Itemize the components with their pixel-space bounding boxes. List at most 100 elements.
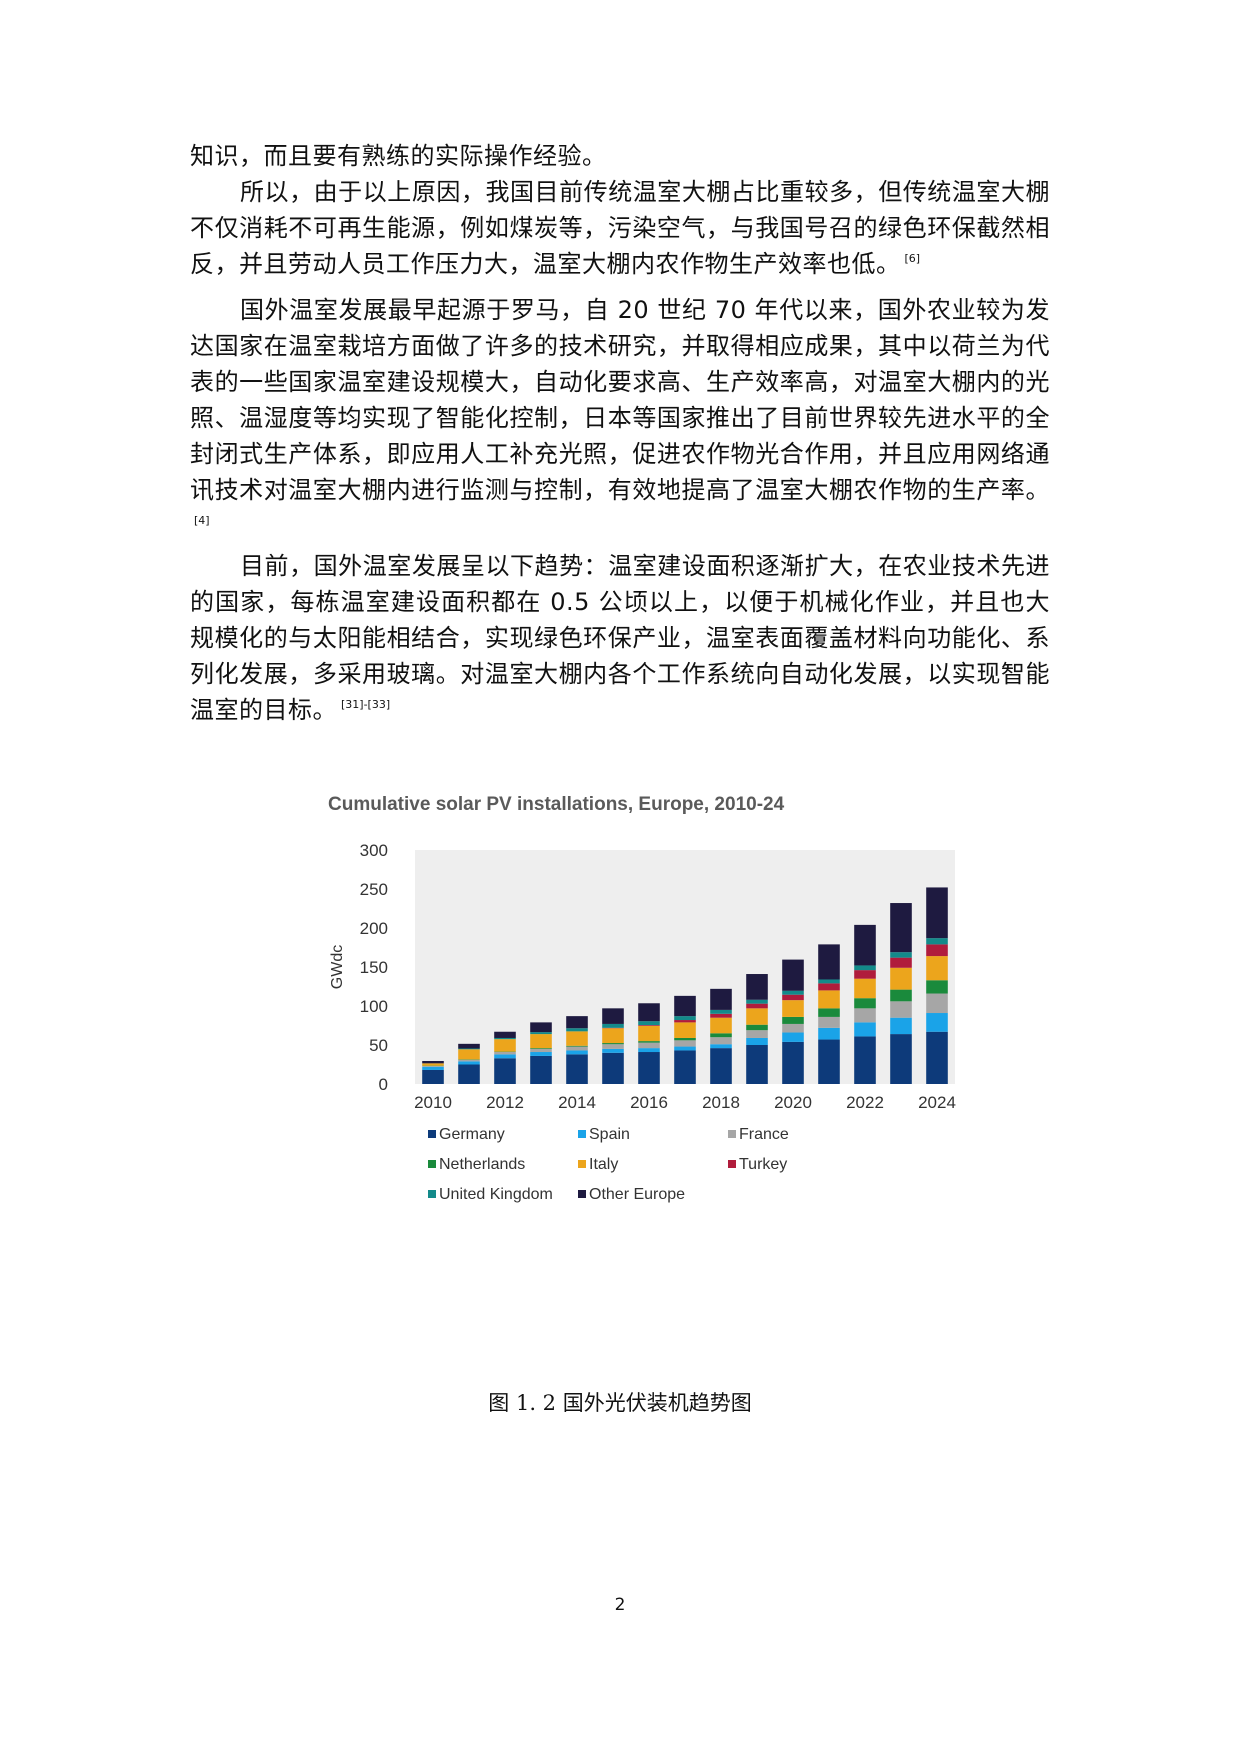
bar-segment-2017-netherlands bbox=[674, 1037, 696, 1041]
bar-segment-2013-italy bbox=[530, 1034, 552, 1049]
citation: [6] bbox=[904, 252, 921, 265]
bar-segment-2019-united-kingdom bbox=[746, 999, 768, 1004]
x-tick-label: 2012 bbox=[486, 1093, 524, 1112]
bar-segment-2023-other-europe bbox=[890, 903, 912, 953]
paragraph-1-text: 知识，而且要有熟练的实际操作经验。 bbox=[190, 142, 607, 170]
legend-label-germany: Germany bbox=[439, 1126, 505, 1143]
citation: [31]-[33] bbox=[341, 698, 391, 711]
x-tick-label: 2018 bbox=[702, 1093, 740, 1112]
bar-segment-2011-italy bbox=[458, 1049, 480, 1060]
bar-segment-2011-france bbox=[458, 1059, 480, 1062]
bar-segment-2021-germany bbox=[818, 1039, 840, 1084]
bar-segment-2019-other-europe bbox=[746, 974, 768, 1000]
x-tick-label: 2016 bbox=[630, 1093, 668, 1112]
bar-segment-2017-france bbox=[674, 1040, 696, 1047]
bar-segment-2021-turkey bbox=[818, 983, 840, 991]
page-number: 2 bbox=[614, 1595, 626, 1615]
bar-segment-2023-united-kingdom bbox=[890, 952, 912, 958]
bar-segment-2021-france bbox=[818, 1016, 840, 1028]
bar-segment-2010-france bbox=[422, 1066, 444, 1067]
bar-segment-2021-united-kingdom bbox=[818, 979, 840, 984]
x-tick-label: 2010 bbox=[414, 1093, 452, 1112]
bar-segment-2012-other-europe bbox=[494, 1031, 516, 1038]
bar-segment-2013-united-kingdom bbox=[530, 1032, 552, 1035]
paragraph-3: 国外温室发展最早起源于罗马，自 20 世纪 70 年代以来，国外农业较为发达国家… bbox=[190, 292, 1050, 544]
solar-pv-chart: Cumulative solar PV installations, Europ… bbox=[320, 780, 980, 1360]
y-tick-label: 200 bbox=[360, 919, 388, 938]
bar-segment-2013-netherlands bbox=[530, 1048, 552, 1049]
bar-segment-2012-united-kingdom bbox=[494, 1037, 516, 1040]
bar-segment-2016-spain bbox=[638, 1048, 660, 1053]
bar-segment-2021-netherlands bbox=[818, 1008, 840, 1017]
bar-segment-2011-spain bbox=[458, 1061, 480, 1065]
bar-segment-2024-italy bbox=[926, 956, 948, 981]
bar-segment-2018-united-kingdom bbox=[710, 1009, 732, 1014]
bar-segment-2012-italy bbox=[494, 1039, 516, 1052]
x-tick-label: 2014 bbox=[558, 1093, 596, 1112]
bar-segment-2024-united-kingdom bbox=[926, 938, 948, 945]
bar-segment-2020-italy bbox=[782, 1000, 804, 1017]
paragraph-2-text: 所以，由于以上原因，我国目前传统温室大棚占比重较多，但传统温室大棚不仅消耗不可再… bbox=[190, 178, 1050, 278]
y-axis-label: GWdc bbox=[329, 945, 346, 989]
legend-label-italy: Italy bbox=[589, 1156, 618, 1173]
y-tick-label: 50 bbox=[369, 1036, 388, 1055]
bar-segment-2012-germany bbox=[494, 1058, 516, 1084]
bar-segment-2019-italy bbox=[746, 1008, 768, 1025]
bar-segment-2020-netherlands bbox=[782, 1016, 804, 1024]
bar-segment-2023-italy bbox=[890, 967, 912, 990]
legend-swatch-france bbox=[728, 1130, 736, 1138]
bar-segment-2016-netherlands bbox=[638, 1041, 660, 1043]
bar-segment-2021-italy bbox=[818, 990, 840, 1009]
bar-segment-2016-other-europe bbox=[638, 1003, 660, 1022]
bar-segment-2014-germany bbox=[566, 1054, 588, 1084]
y-tick-label: 0 bbox=[379, 1075, 388, 1094]
chart-title: Cumulative solar PV installations, Europ… bbox=[328, 794, 785, 815]
bar-segment-2015-united-kingdom bbox=[602, 1023, 624, 1028]
bar-segment-2014-spain bbox=[566, 1050, 588, 1055]
legend-swatch-united-kingdom bbox=[428, 1190, 436, 1198]
bar-segment-2018-netherlands bbox=[710, 1033, 732, 1038]
legend-swatch-italy bbox=[578, 1160, 586, 1168]
bar-segment-2021-other-europe bbox=[818, 944, 840, 980]
bar-segment-2018-france bbox=[710, 1037, 732, 1045]
bar-segment-2014-france bbox=[566, 1046, 588, 1051]
bar-segment-2023-germany bbox=[890, 1034, 912, 1084]
y-tick-label: 100 bbox=[360, 997, 388, 1016]
bar-segment-2021-spain bbox=[818, 1027, 840, 1040]
bar-segment-2015-spain bbox=[602, 1048, 624, 1053]
legend-label-france: France bbox=[739, 1126, 789, 1143]
bar-segment-2024-turkey bbox=[926, 944, 948, 957]
bar-segment-2017-other-europe bbox=[674, 995, 696, 1017]
bar-segment-2015-other-europe bbox=[602, 1008, 624, 1024]
bar-segment-2020-other-europe bbox=[782, 959, 804, 991]
bar-segment-2024-france bbox=[926, 993, 948, 1014]
bar-segment-2020-france bbox=[782, 1023, 804, 1033]
legend-label-netherlands: Netherlands bbox=[439, 1156, 525, 1173]
bar-segment-2018-germany bbox=[710, 1048, 732, 1084]
bar-segment-2016-germany bbox=[638, 1052, 660, 1084]
bar-segment-2020-turkey bbox=[782, 994, 804, 1001]
bar-segment-2022-italy bbox=[854, 978, 876, 999]
bar-segment-2022-netherlands bbox=[854, 998, 876, 1009]
bar-segment-2016-united-kingdom bbox=[638, 1021, 660, 1026]
bar-segment-2020-united-kingdom bbox=[782, 990, 804, 995]
bar-segment-2020-germany bbox=[782, 1041, 804, 1084]
bar-segment-2022-other-europe bbox=[854, 924, 876, 966]
bar-segment-2024-other-europe bbox=[926, 887, 948, 939]
bar-segment-2010-italy bbox=[422, 1063, 444, 1066]
bar-segment-2022-france bbox=[854, 1008, 876, 1023]
paragraph-4: 目前，国外温室发展呈以下趋势：温室建设面积逐渐扩大，在农业技术先进的国家，每栋温… bbox=[190, 548, 1050, 728]
bar-segment-2011-united-kingdom bbox=[458, 1048, 480, 1050]
paragraph-4-text: 目前，国外温室发展呈以下趋势：温室建设面积逐渐扩大，在农业技术先进的国家，每栋温… bbox=[190, 552, 1050, 724]
bar-segment-2010-spain bbox=[422, 1066, 444, 1070]
bar-segment-2014-italy bbox=[566, 1031, 588, 1046]
bar-segment-2010-other-europe bbox=[422, 1060, 444, 1064]
bar-segment-2016-italy bbox=[638, 1025, 660, 1042]
bar-segment-2015-germany bbox=[602, 1052, 624, 1084]
bar-segment-2013-france bbox=[530, 1048, 552, 1053]
y-tick-label: 250 bbox=[360, 880, 388, 899]
bar-segment-2019-spain bbox=[746, 1037, 768, 1045]
x-tick-label: 2024 bbox=[918, 1093, 956, 1112]
bar-segment-2023-netherlands bbox=[890, 989, 912, 1002]
bar-segment-2019-turkey bbox=[746, 1003, 768, 1009]
